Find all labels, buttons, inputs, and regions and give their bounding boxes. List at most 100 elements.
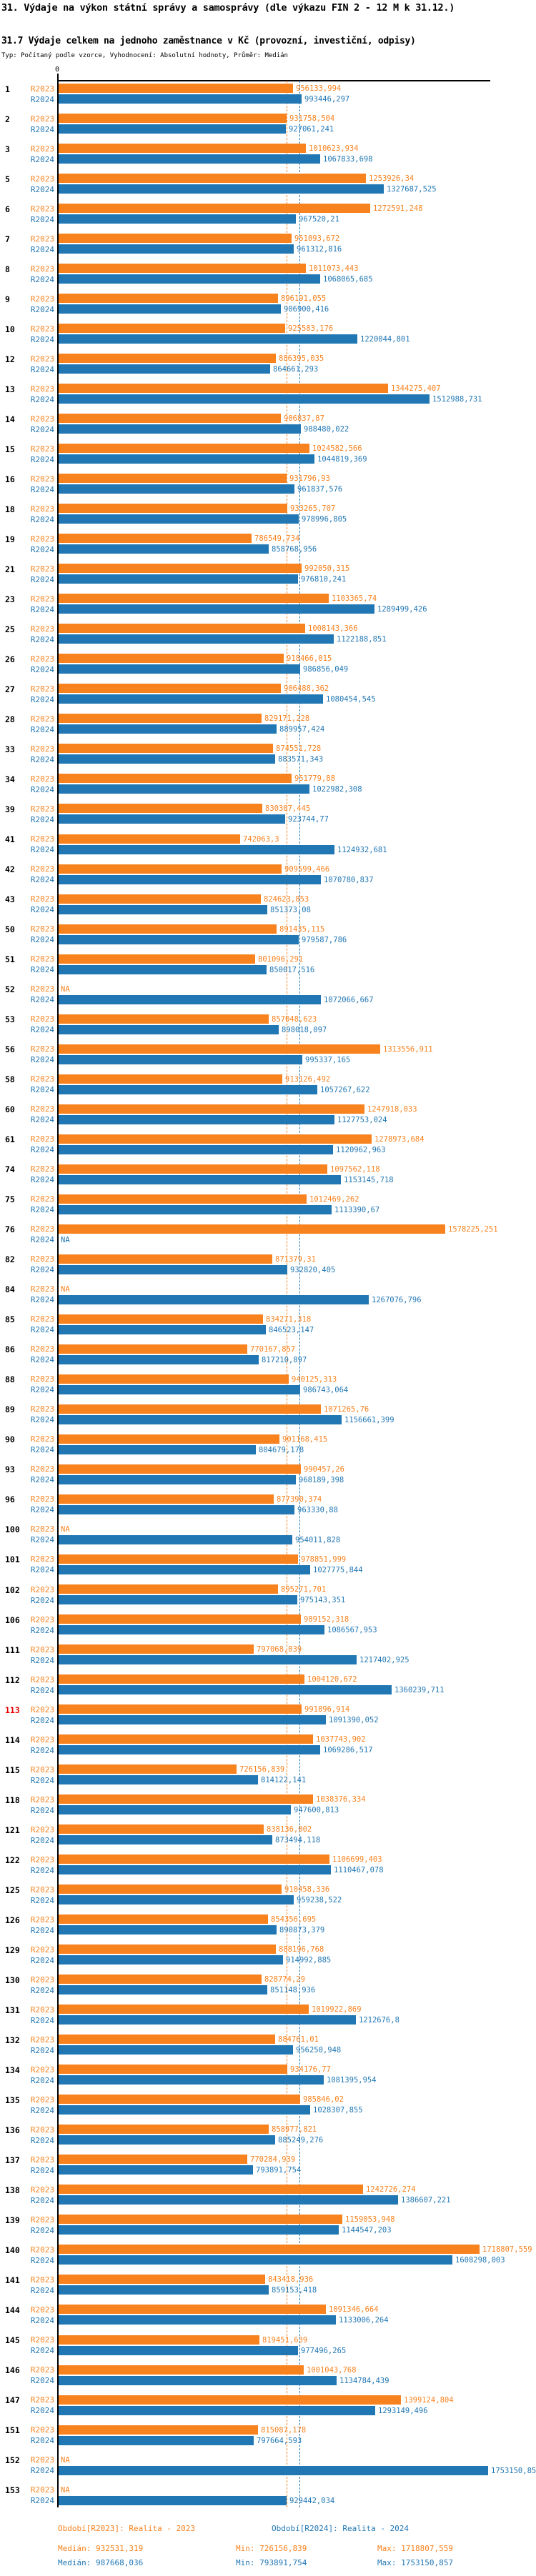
value-label-r2023: 1103365,74 (332, 594, 377, 604)
row-number-label: 75 (5, 1194, 15, 1205)
bar-r2023 (59, 1614, 301, 1624)
series-label-r2023: R2023 (30, 1284, 54, 1294)
value-label-r2023: 828774,29 (264, 1975, 305, 1985)
value-label-r2023: 931758,504 (289, 114, 335, 124)
value-label-r2023: 858977,821 (272, 2125, 317, 2135)
stat-median-r2024: Medián: 987668,036 (58, 2558, 144, 2567)
row-number-label: 130 (5, 1975, 20, 1985)
bar-r2024 (59, 2435, 254, 2445)
value-label-r2024: 859153,418 (272, 2286, 317, 2295)
value-label-r2023: 786549,734 (254, 534, 300, 544)
row-number-label: 114 (5, 1734, 20, 1745)
value-label-r2023: 989152,318 (304, 1615, 349, 1624)
bar-r2024 (59, 1895, 294, 1905)
value-label-r2024: 1753150,857 (491, 2466, 536, 2475)
series-label-r2024: R2024 (30, 2225, 54, 2235)
bar-r2023 (59, 1404, 321, 1414)
row-number-label: 102 (5, 1584, 20, 1595)
series-label-r2024: R2024 (30, 1955, 54, 1965)
stat-median-r2023: Medián: 932531,319 (58, 2544, 144, 2553)
row-number-label: 113 (5, 1704, 20, 1715)
series-label-r2024: R2024 (30, 2436, 54, 2446)
bar-r2024 (59, 154, 320, 164)
value-label-r2024: 993446,297 (304, 95, 350, 104)
series-label-r2024: R2024 (30, 1325, 54, 1335)
row-number-label: 5 (5, 174, 10, 184)
bar-r2023 (59, 2305, 326, 2315)
series-label-r2023: R2023 (30, 1464, 54, 1474)
series-label-r2024: R2024 (30, 1475, 54, 1485)
bar-r2023 (59, 114, 287, 124)
value-label-r2024: 1212676,8 (359, 2016, 399, 2025)
series-label-r2023: R2023 (30, 894, 54, 904)
bar-r2024 (59, 1294, 369, 1304)
series-label-r2024: R2024 (30, 694, 54, 704)
value-label-r2023: 1097562,118 (330, 1164, 380, 1174)
value-label-r2024: 1044819,369 (317, 455, 367, 464)
row-number-label: 43 (5, 894, 15, 905)
series-label-r2024: R2024 (30, 935, 54, 945)
row-number-label: 34 (5, 774, 15, 784)
bar-r2023 (59, 174, 366, 184)
series-label-r2024: R2024 (30, 394, 54, 404)
row-number-label: 93 (5, 1464, 15, 1475)
series-label-r2024: R2024 (30, 1295, 54, 1305)
row-number-label: 121 (5, 1824, 20, 1835)
value-label-r2023: 951093,672 (294, 234, 340, 244)
series-label-r2023: R2023 (30, 2275, 54, 2285)
bar-r2024 (59, 484, 294, 494)
value-label-r2024: 956250,948 (296, 2046, 342, 2055)
value-label-r2023: 933265,707 (290, 504, 336, 514)
series-label-r2024: R2024 (30, 1895, 54, 1905)
axis-zero-tick (57, 74, 59, 81)
row-number-label: 58 (5, 1074, 15, 1085)
series-label-r2024: R2024 (30, 1115, 54, 1125)
row-number-label: 146 (5, 2365, 20, 2376)
value-label-r2023: 797068,039 (257, 1645, 302, 1654)
value-label-r2024: 1022982,308 (312, 785, 362, 794)
value-label-r2023: 906488,362 (284, 684, 329, 694)
bar-r2024 (59, 1384, 300, 1394)
bar-r2024 (59, 1534, 292, 1544)
series-label-r2024: R2024 (30, 244, 54, 254)
value-label-r2024: 804679,178 (259, 1445, 304, 1454)
bar-r2023 (59, 714, 262, 724)
row-number-label: 25 (5, 624, 15, 634)
row-number-label: 82 (5, 1254, 15, 1265)
value-label-r2024: 1120962,963 (336, 1145, 386, 1154)
bar-r2024 (59, 754, 275, 764)
value-label-r2024: 978996,805 (302, 515, 347, 524)
value-label-r2024: 968189,398 (299, 1475, 344, 1484)
series-label-r2023: R2023 (30, 624, 54, 634)
value-label-r2024: 851373,08 (270, 905, 311, 914)
value-label-r2024: 927061,241 (289, 125, 334, 134)
series-label-r2023: R2023 (30, 174, 54, 184)
series-label-r2024: R2024 (30, 2165, 54, 2175)
series-label-r2024: R2024 (30, 2285, 54, 2295)
row-number-label: 129 (5, 1945, 20, 1955)
bar-r2024 (59, 1504, 294, 1514)
bar-r2023 (59, 1975, 262, 1985)
stat-max-r2023: Max: 1718807,559 (377, 2544, 453, 2553)
value-label-r2024: 963330,88 (297, 1505, 338, 1514)
value-label-r2024: 959238,522 (297, 1896, 342, 1905)
series-label-r2023: R2023 (30, 444, 54, 454)
value-label-r2023: 770284,939 (250, 2155, 296, 2165)
value-label-r2023: 1071265,76 (324, 1404, 369, 1414)
value-label-r2024: 814122,141 (261, 1776, 307, 1785)
series-label-r2023: R2023 (30, 1554, 54, 1564)
row-number-label: 145 (5, 2335, 20, 2345)
value-label-r2024: 898018,097 (282, 1025, 327, 1034)
row-number-label: 96 (5, 1494, 15, 1505)
row-number-label: 16 (5, 474, 15, 484)
bar-r2024 (59, 514, 299, 524)
value-label-r2024: 1070780,837 (324, 875, 374, 884)
series-label-r2024: R2024 (30, 1865, 54, 1875)
row-number-label: 2 (5, 114, 10, 124)
series-label-r2023: R2023 (30, 774, 54, 784)
series-label-r2024: R2024 (30, 1805, 54, 1815)
value-label-r2023: 1012469,262 (309, 1194, 359, 1204)
bar-r2023 (59, 1914, 268, 1924)
bar-r2024 (59, 274, 320, 284)
series-label-r2024: R2024 (30, 1835, 54, 1845)
